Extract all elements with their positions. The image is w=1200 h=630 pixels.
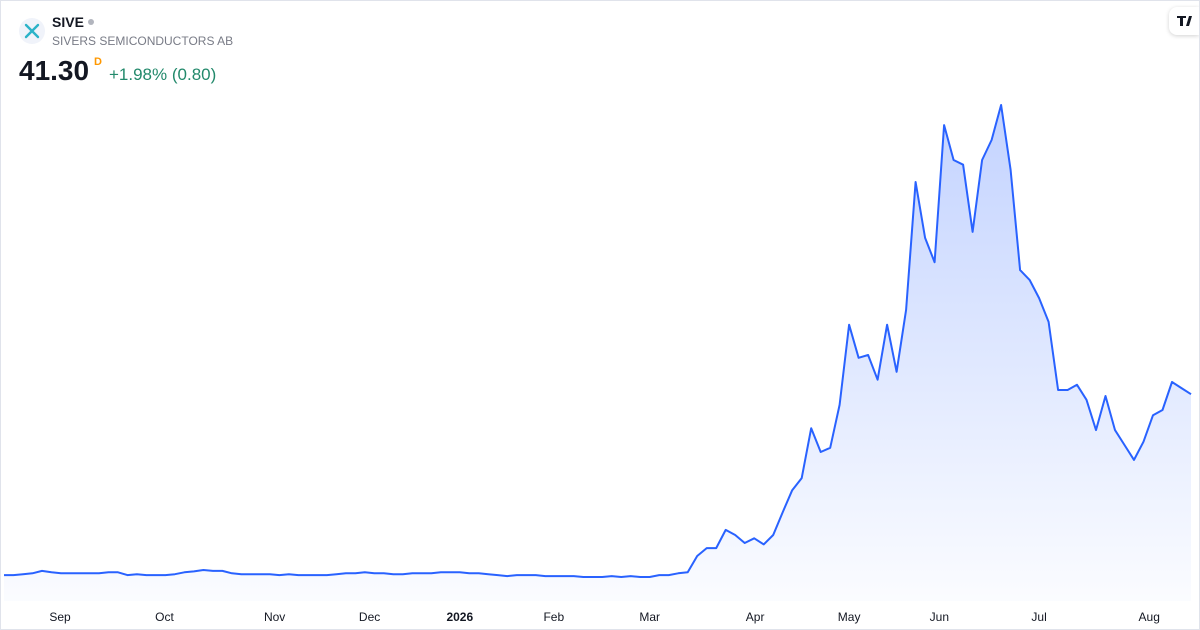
symbol: SIVE [52, 14, 84, 30]
logo [19, 18, 45, 44]
price-line [4, 104, 1192, 578]
x-tick-label: Aug [1139, 610, 1160, 624]
logo-icon [1177, 16, 1192, 26]
x-tick-label: Oct [155, 610, 174, 624]
tradingview-logo[interactable] [1169, 7, 1199, 35]
change: +1.98% (0.80) [109, 65, 217, 84]
company-name: SIVERS SEMICONDUCTORS AB [52, 34, 234, 48]
status-dot [87, 19, 94, 25]
x-tick-label: Feb [543, 610, 564, 624]
x-tick-label: Jul [1031, 610, 1046, 624]
x-tick-label: Apr [746, 610, 765, 624]
x-tick-label: 2026 [446, 610, 473, 624]
area-fill [4, 105, 1191, 601]
x-tick-label: Jun [930, 610, 949, 624]
x-tick-label: Dec [359, 610, 380, 624]
x-tick-label: Mar [639, 610, 660, 624]
x-tick-label: Nov [264, 610, 285, 624]
x-tick-label: Sep [49, 610, 71, 624]
interval: D [94, 56, 102, 68]
price: 41.30 [19, 55, 90, 86]
symbol-row: SIVE [52, 14, 94, 30]
x-tick-label: May [838, 610, 861, 624]
